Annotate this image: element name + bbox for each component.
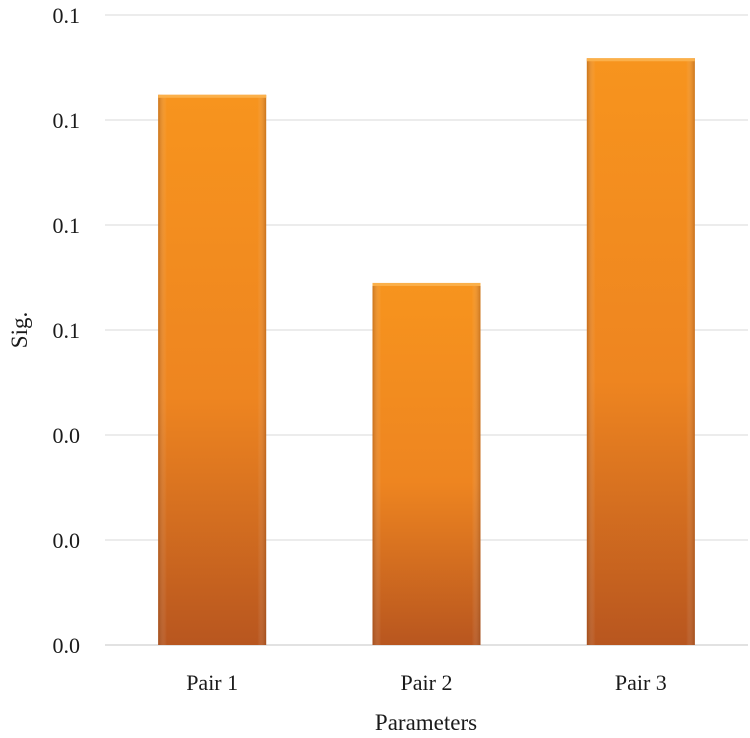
bar	[372, 282, 481, 645]
bar-edge-shade	[586, 58, 695, 645]
y-tick-label: 0.1	[53, 3, 81, 28]
y-tick-label: 0.0	[53, 633, 81, 658]
y-axis-title: Sig.	[7, 312, 32, 348]
y-tick-label: 0.0	[53, 423, 81, 448]
x-tick-label: Pair 1	[186, 670, 238, 695]
bar-edge-shade	[158, 94, 267, 646]
y-tick-label: 0.1	[53, 108, 81, 133]
bar-top-highlight	[586, 58, 695, 62]
y-tick-label: 0.0	[53, 528, 81, 553]
y-tick-label: 0.1	[53, 318, 81, 343]
x-tick-label: Pair 2	[401, 670, 453, 695]
x-axis-ticks: Pair 1 Pair 2 Pair 3	[186, 670, 667, 695]
x-axis-title: Parameters	[375, 710, 477, 735]
bar	[158, 94, 267, 646]
x-tick-label: Pair 3	[615, 670, 667, 695]
bars	[158, 58, 695, 646]
y-tick-label: 0.1	[53, 213, 81, 238]
bar	[586, 58, 695, 645]
y-axis-ticks: 0.0 0.0 0.0 0.1 0.1 0.1 0.1	[53, 3, 81, 658]
bar-edge-shade	[372, 282, 481, 645]
bar-top-highlight	[158, 94, 267, 98]
bar-top-highlight	[372, 282, 481, 286]
